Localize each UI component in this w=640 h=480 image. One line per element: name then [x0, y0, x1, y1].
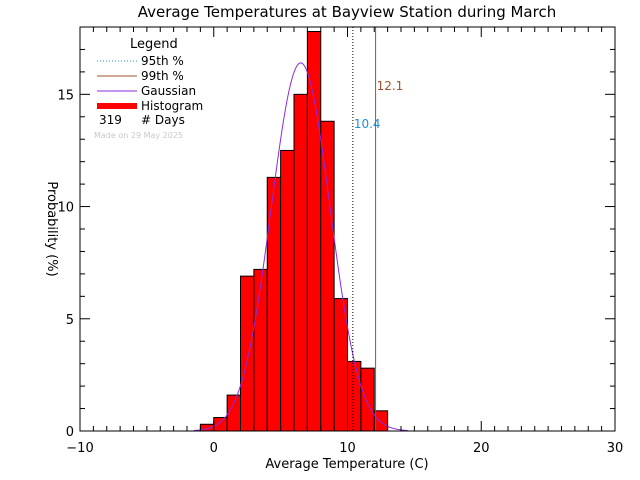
histogram-bar: [306, 30, 322, 432]
y-axis: 0 5 10 15: [57, 26, 615, 440]
x-tick-label: 20: [473, 441, 490, 456]
made-on-note: Made on 29 May 2025: [94, 131, 183, 140]
gaussian-curve: [193, 62, 408, 432]
legend-label-99th: 99th %: [141, 69, 184, 83]
y-axis-label: Probability (%): [44, 181, 59, 276]
histogram-bar: [373, 410, 389, 432]
legend: Legend 95th % 99th % Gaussian Histogram …: [94, 37, 203, 140]
legend-label-95th: 95th %: [141, 54, 184, 68]
x-axis-label: Average Temperature (C): [265, 457, 428, 472]
x-axis: −10 0 10 20 30: [66, 27, 623, 456]
histogram-bar: [280, 149, 295, 432]
percentile-95-label: 10.4: [354, 117, 381, 131]
x-tick-label: 30: [607, 441, 624, 456]
histogram-bar: [213, 417, 228, 432]
y-tick-label: 15: [57, 88, 74, 103]
legend-days-count: 319: [99, 113, 122, 127]
histogram-bar: [360, 367, 375, 432]
legend-title: Legend: [130, 37, 178, 52]
histogram-bar: [253, 268, 268, 432]
histogram-bar: [320, 120, 335, 432]
histogram-bar: [266, 176, 282, 432]
histogram-bar: [347, 360, 362, 432]
legend-label-gaussian: Gaussian: [141, 84, 196, 98]
legend-label-histogram: Histogram: [141, 99, 203, 113]
legend-days-label: # Days: [141, 113, 185, 127]
histogram-bar: [240, 275, 255, 432]
histogram-bar: [293, 93, 308, 432]
histogram-bar: [226, 394, 241, 432]
y-tick-label: 5: [66, 313, 74, 328]
x-tick-label: 10: [339, 441, 356, 456]
percentile-99-label: 12.1: [377, 79, 404, 93]
y-tick-label: 10: [57, 201, 74, 216]
x-tick-label: 0: [210, 441, 218, 456]
x-tick-label: −10: [66, 441, 93, 456]
chart-title: Average Temperatures at Bayview Station …: [138, 3, 556, 21]
plot-area: 10.4 12.1: [193, 27, 408, 432]
y-tick-label: 0: [66, 425, 74, 440]
